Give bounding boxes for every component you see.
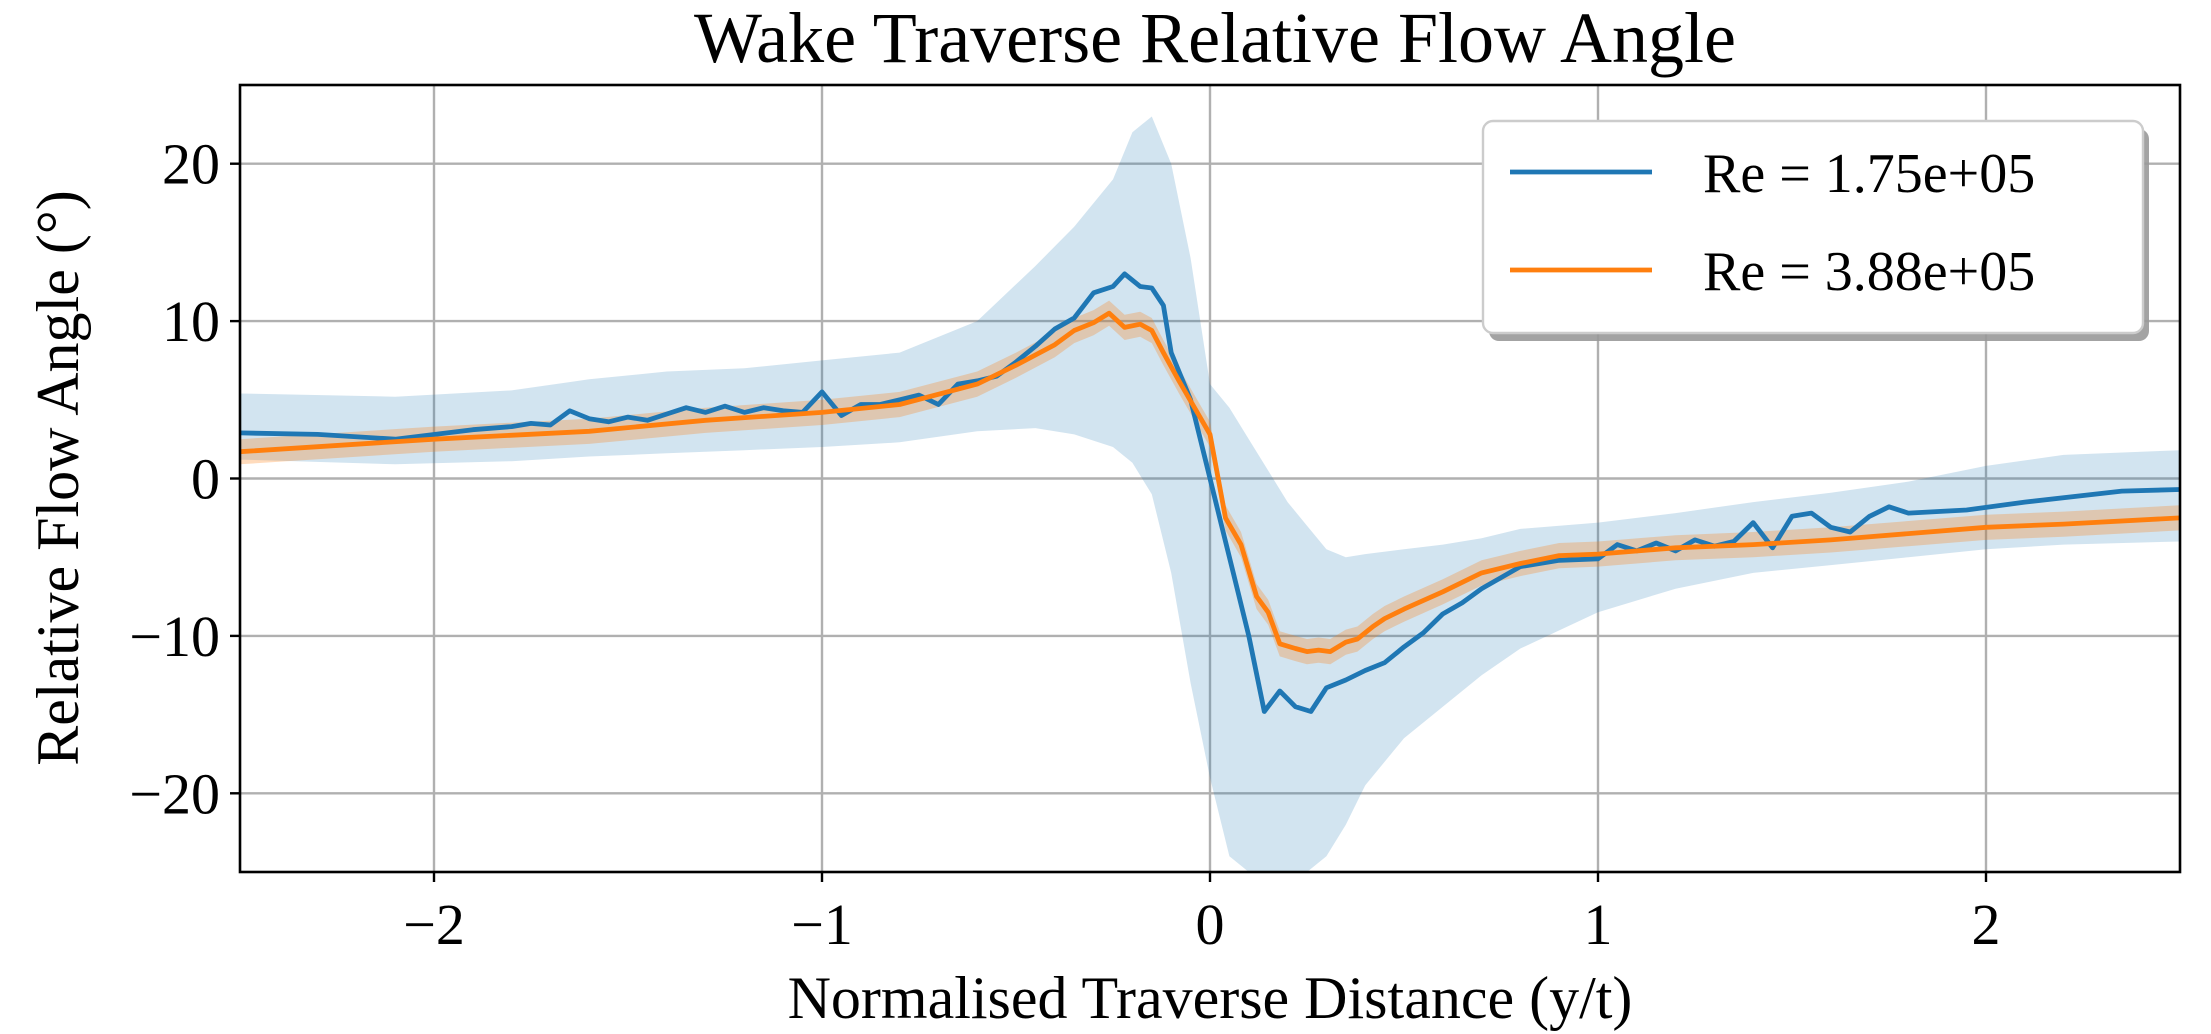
series-line-2 xyxy=(240,310,2180,654)
y-tick-label-3: 10 xyxy=(162,289,220,354)
y-tick-label-1: −10 xyxy=(129,604,220,669)
y-tick-label-4: 20 xyxy=(162,132,220,197)
y-axis-ticks: −20 −10 0 10 20 xyxy=(129,132,240,826)
legend-label-series-1: Re = 1.75e+05 xyxy=(1703,143,2035,205)
series-lines xyxy=(240,271,2180,714)
x-tick-label-4: 2 xyxy=(1972,892,2001,957)
uncertainty-band-series-1 xyxy=(240,116,2180,872)
x-tick-label-3: 1 xyxy=(1584,892,1613,957)
x-tick-label-2: 0 xyxy=(1196,892,1225,957)
x-tick-label-0: −2 xyxy=(403,892,465,957)
chart-title: Wake Traverse Relative Flow Angle xyxy=(694,0,1736,78)
x-axis-ticks: −2 −1 0 1 2 xyxy=(403,872,2001,957)
x-axis-label: Normalised Traverse Distance (y/t) xyxy=(788,965,1633,1031)
legend: Re = 1.75e+05 Re = 3.88e+05 xyxy=(1481,119,2149,341)
y-tick-label-0: −20 xyxy=(129,761,220,826)
x-tick-label-1: −1 xyxy=(791,892,853,957)
y-tick-label-2: 0 xyxy=(191,447,220,512)
uncertainty-bands xyxy=(240,116,2180,872)
y-axis-label: Relative Flow Angle (°) xyxy=(25,190,91,766)
legend-label-series-2: Re = 3.88e+05 xyxy=(1703,241,2035,303)
